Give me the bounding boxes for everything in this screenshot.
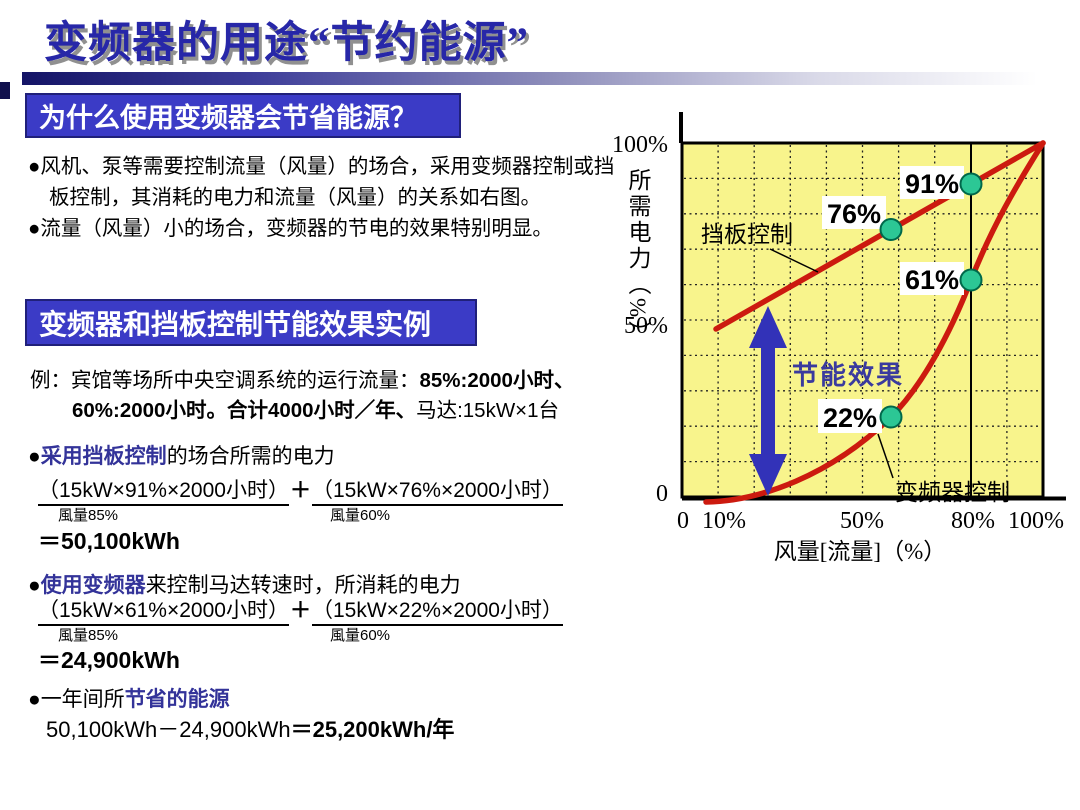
damper-control-label: 挡板控制	[701, 222, 793, 247]
savings-heading: ●一年间所节省的能源	[28, 683, 230, 713]
title-gradient-bar	[22, 72, 1080, 85]
example-line1-prefix: 例：宾馆等场所中央空调系统的运行流量：	[30, 370, 420, 392]
inverter-flow-label-60: 風量60%	[330, 627, 391, 644]
damper-label-pointer	[769, 248, 819, 273]
page-title: 变频器的用途“节约能源”	[44, 20, 529, 67]
example-line2-total: 合计4000小时／年、	[226, 399, 417, 422]
chart-x-axis-title: 风量[流量]（%）	[774, 539, 946, 564]
inverter-heading-rest: 来控制马达转速时，所消耗的电力	[145, 573, 461, 597]
inverter-formula: （15kW×61%×2000小时）＋（15kW×22%×2000小时）	[38, 594, 563, 626]
example-line1: 例：宾馆等场所中央空调系统的运行流量：85%:2000小时、	[30, 366, 640, 396]
marker-22pct	[879, 405, 903, 429]
example-line2: 60%:2000小时。合计4000小时／年、马达:15kW×1台	[30, 396, 640, 426]
savings-formula-result: ＝25,200kWh/年	[290, 717, 455, 742]
savings-heading-prefix: 一年间所	[40, 687, 125, 711]
y-tick-0: 0	[656, 481, 668, 507]
point-label-91: 91%	[900, 166, 964, 199]
grid-vertical	[717, 145, 1008, 496]
marker-76pct	[879, 218, 903, 241]
bullet-dot: ●	[28, 687, 41, 711]
damper-flow-label-85: 風量85%	[58, 507, 119, 524]
y-tick-100: 100%	[612, 132, 668, 158]
inverter-heading-emphasis: 使用变频器	[40, 573, 146, 597]
marker-61pct	[959, 268, 983, 292]
chart-y-axis-title: 所需电力（%）	[625, 168, 650, 347]
example-line2-motor: 马达:15kW×1台	[416, 399, 560, 422]
inverter-term-60: （15kW×22%×2000小时）	[311, 599, 563, 626]
inverter-control-curve	[703, 140, 1046, 505]
point-label-76: 76%	[822, 196, 886, 229]
marker-91pct	[959, 172, 983, 196]
damper-term-60: （15kW×76%×2000小时）	[311, 479, 563, 506]
inverter-result: ＝24,900kWh	[38, 647, 180, 673]
savings-formula-normal: 50,100kWh－24,900kWh	[46, 717, 291, 742]
bullet-dot: ●	[28, 573, 41, 597]
bullet-small-flow: ●流量（风量）小的场合，变频器的节电的效果特别明显。	[28, 218, 553, 240]
inverter-control-label: 变频器控制	[895, 480, 1010, 505]
damper-control-line	[713, 140, 1046, 332]
x-tick-0: 0	[677, 508, 689, 534]
savings-formula: 50,100kWh－24,900kWh＝25,200kWh/年	[46, 712, 454, 744]
energy-saving-arrow-icon	[749, 306, 787, 496]
damper-flow-label-60: 風量60%	[330, 507, 391, 524]
damper-term-85: （15kW×91%×2000小时）	[38, 479, 289, 506]
point-label-76-text: 76%	[827, 199, 881, 229]
point-label-91-text: 91%	[905, 169, 959, 199]
inverter-calc-heading: ●使用变频器来控制马达转速时，所消耗的电力	[28, 569, 461, 599]
point-label-61-text: 61%	[905, 265, 959, 295]
section-header-why-save-energy: 为什么使用变频器会节省能源？	[25, 93, 461, 138]
x-tick-50: 50%	[840, 508, 884, 534]
damper-calc-heading: ●采用挡板控制的场合所需的电力	[28, 440, 335, 470]
plus-sign: ＋	[289, 599, 311, 622]
title-gradient-bar-cap	[0, 82, 10, 99]
example-line2-hours: 60%:2000小时。	[72, 399, 227, 422]
x-tick-10: 10%	[702, 508, 746, 534]
savings-heading-emphasis: 节省的能源	[124, 687, 230, 711]
point-label-22: 22%	[818, 399, 882, 433]
point-label-61: 61%	[900, 262, 964, 295]
intro-bullets: ●风机、泵等需要控制流量（风量）的场合，采用变频器控制或挡板控制，其消耗的电力和…	[28, 152, 616, 245]
inverter-term-85: （15kW×61%×2000小时）	[38, 599, 289, 626]
y-tick-50: 50%	[624, 313, 668, 339]
damper-formula: （15kW×91%×2000小时）＋（15kW×76%×2000小时）	[38, 474, 563, 506]
example-line1-hours: 85%:2000小时、	[419, 369, 575, 392]
x-tick-100: 100%	[1008, 508, 1064, 534]
damper-heading-rest: 的场合所需的电力	[166, 444, 335, 468]
data-point-markers	[879, 172, 983, 429]
damper-heading-emphasis: 采用挡板控制	[40, 444, 167, 468]
section-header-example: 变频器和挡板控制节能效果实例	[25, 299, 477, 346]
example-paragraph: 例：宾馆等场所中央空调系统的运行流量：85%:2000小时、 60%:2000小…	[30, 366, 640, 426]
inverter-label-pointer	[877, 433, 894, 479]
power-vs-flow-chart: 节能效果 挡板控制 变频器控制 91% 76% 61% 22%	[612, 112, 1066, 564]
bullet-fan-pump: ●风机、泵等需要控制流量（风量）的场合，采用变频器控制或挡板控制，其消耗的电力和…	[28, 156, 615, 209]
plus-sign: ＋	[289, 479, 311, 502]
inverter-flow-label-85: 風量85%	[58, 627, 119, 644]
point-label-22-text: 22%	[823, 403, 877, 433]
bullet-dot: ●	[28, 444, 41, 468]
damper-result: ＝50,100kWh	[38, 528, 180, 554]
energy-saving-label: 节能效果	[792, 360, 904, 390]
x-tick-80: 80%	[951, 508, 995, 534]
